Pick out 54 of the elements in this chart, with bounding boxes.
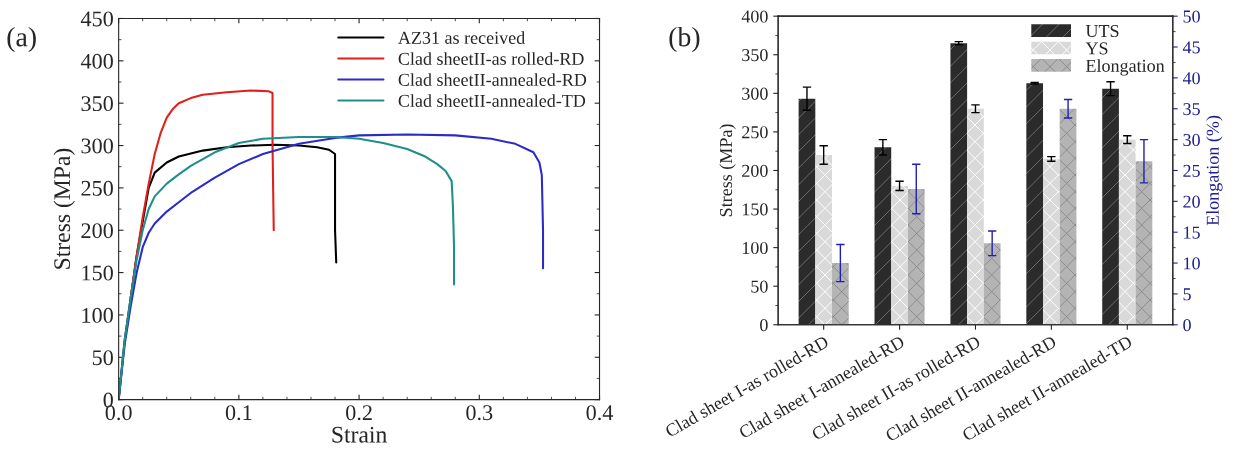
line-series — [118, 136, 456, 400]
legend-label: UTS — [1085, 24, 1119, 38]
x-tick-label: 0.2 — [346, 405, 372, 421]
y-tick-label: 50 — [92, 350, 113, 366]
bar — [967, 108, 984, 325]
y-tick-label: 350 — [742, 49, 768, 62]
y-tick-label: 400 — [741, 10, 768, 23]
y-tick-label: 100 — [82, 307, 113, 323]
x-tick-label: 0.3 — [466, 405, 493, 421]
y2-axis-title: Elongation (%) — [1206, 115, 1223, 226]
legend-label: Elongation — [1085, 59, 1165, 76]
y2-tick-label: 25 — [1183, 164, 1200, 177]
x-tick-label: 0.4 — [586, 405, 614, 421]
y-tick-label: 250 — [742, 126, 768, 139]
y-tick-label: 250 — [81, 180, 113, 196]
y2-tick-label: 15 — [1184, 226, 1200, 239]
y-tick-label: 200 — [742, 164, 768, 177]
y2-tick-label: 10 — [1184, 257, 1200, 270]
bar — [874, 147, 892, 325]
legend-label: AZ31 as received — [398, 31, 525, 44]
x-tick-label: 0.1 — [225, 405, 252, 421]
y-tick-label: 100 — [742, 241, 768, 255]
y2-tick-label: 35 — [1183, 103, 1200, 116]
y-tick-label: 150 — [82, 265, 113, 281]
legend-label: Clad sheetII-annealed-TD — [398, 94, 586, 107]
bar — [815, 155, 833, 325]
y2-tick-label: 5 — [1183, 288, 1191, 301]
y-tick-label: 200 — [81, 223, 113, 239]
y-tick-label: 400 — [80, 53, 113, 69]
y-tick-label: 150 — [742, 203, 768, 216]
bar — [1102, 88, 1119, 325]
y-tick-label: 300 — [81, 138, 113, 154]
y2-tick-label: 45 — [1182, 41, 1200, 54]
y-axis-title: Stress (MPa) — [53, 148, 75, 269]
text: (a) — [7, 26, 36, 53]
bar — [798, 98, 816, 325]
y2-tick-label: 30 — [1183, 133, 1200, 147]
y2-tick-label: 20 — [1183, 195, 1200, 208]
y-tick-label: 50 — [751, 280, 768, 293]
bar — [1026, 83, 1044, 325]
y-tick-label: 450 — [80, 11, 113, 27]
y2-tick-label: 50 — [1183, 10, 1200, 23]
y-tick-label: 300 — [742, 87, 768, 100]
legend-label: Clad sheetII-annealed-RD — [398, 73, 587, 86]
legend-label: Clad sheetII-as rolled-RD — [398, 52, 584, 65]
y-tick-label: 350 — [81, 96, 113, 112]
x-axis-title: Strain — [332, 426, 387, 443]
y2-tick-label: 0 — [1183, 319, 1191, 332]
y2-tick-label: 40 — [1182, 72, 1200, 85]
text: (b) — [669, 26, 700, 53]
bar — [950, 43, 968, 325]
y-tick-label: 0 — [760, 319, 768, 332]
legend-label: YS — [1085, 42, 1108, 55]
y-axis-title: Stress (MPa) — [719, 124, 736, 217]
